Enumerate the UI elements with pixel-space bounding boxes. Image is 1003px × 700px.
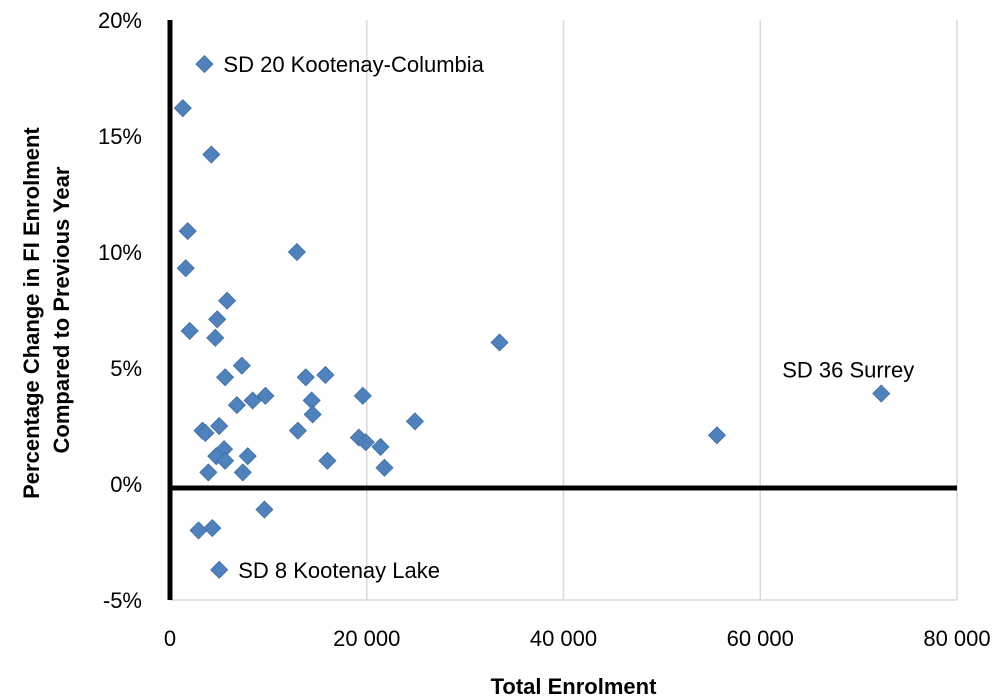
data-point bbox=[202, 145, 221, 164]
axes bbox=[167, 20, 957, 600]
data-point bbox=[227, 396, 246, 415]
data-point bbox=[287, 242, 306, 262]
data-point bbox=[255, 500, 274, 519]
data-point bbox=[203, 519, 222, 538]
data-annotation: SD 36 Surrey bbox=[782, 358, 914, 383]
data-point bbox=[210, 416, 229, 436]
data-point bbox=[196, 423, 215, 443]
y-tick-labels: -5% 0% 5% 10% 15% 20% bbox=[98, 8, 142, 613]
x-tick-label: 0 bbox=[164, 626, 176, 651]
y-tick-label: 5% bbox=[110, 356, 142, 381]
y-axis-title-line-2: Compared to Previous Year bbox=[49, 166, 74, 453]
data-point bbox=[288, 421, 307, 440]
data-point bbox=[243, 391, 262, 410]
x-axis-title: Total Enrolment bbox=[491, 674, 657, 699]
data-point bbox=[872, 384, 891, 403]
data-point bbox=[195, 55, 214, 74]
data-point bbox=[210, 560, 229, 579]
data-point bbox=[176, 259, 195, 278]
data-point bbox=[371, 437, 390, 456]
y-tick-label: 15% bbox=[98, 124, 142, 149]
annotations: SD 20 Kootenay-Columbia SD 36 Surrey SD 8 … bbox=[223, 52, 914, 583]
gridlines bbox=[170, 20, 958, 601]
y-axis-title: Percentage Change in FI Enrolment Compar… bbox=[19, 121, 74, 499]
data-point bbox=[303, 405, 322, 424]
x-tick-label: 20 000 bbox=[333, 626, 400, 651]
data-point bbox=[316, 365, 335, 385]
data-point bbox=[206, 328, 225, 347]
data-point bbox=[232, 356, 251, 375]
data-point bbox=[318, 451, 337, 470]
data-point bbox=[199, 463, 218, 482]
data-point bbox=[490, 333, 509, 352]
data-annotation: SD 20 Kootenay-Columbia bbox=[223, 52, 484, 77]
data-point bbox=[180, 321, 199, 340]
data-annotation: SD 8 Kootenay Lake bbox=[238, 558, 440, 583]
x-tick-label: 40 000 bbox=[530, 626, 597, 651]
data-point bbox=[356, 433, 375, 452]
data-point bbox=[189, 521, 208, 540]
data-point bbox=[178, 222, 197, 241]
data-point bbox=[375, 458, 394, 477]
x-tick-labels: 0 20 000 40 000 60 000 80 000 bbox=[164, 626, 991, 651]
y-tick-label: 10% bbox=[98, 240, 142, 265]
y-tick-label: 20% bbox=[98, 8, 142, 33]
y-tick-label: -5% bbox=[103, 588, 142, 613]
data-point bbox=[233, 463, 252, 482]
data-point bbox=[238, 447, 257, 466]
data-point bbox=[707, 426, 727, 445]
data-point bbox=[216, 451, 235, 470]
data-point bbox=[217, 291, 237, 310]
data-point bbox=[173, 99, 192, 118]
data-point bbox=[216, 368, 235, 387]
data-point bbox=[405, 412, 425, 431]
data-points bbox=[173, 55, 891, 579]
data-point bbox=[208, 310, 227, 329]
x-tick-label: 60 000 bbox=[727, 626, 794, 651]
data-point bbox=[296, 368, 315, 387]
y-tick-label: 0% bbox=[110, 472, 142, 497]
data-point bbox=[353, 386, 372, 405]
y-axis-title-line-1: Percentage Change in FI Enrolment bbox=[19, 127, 44, 499]
x-tick-label: 80 000 bbox=[923, 626, 990, 651]
